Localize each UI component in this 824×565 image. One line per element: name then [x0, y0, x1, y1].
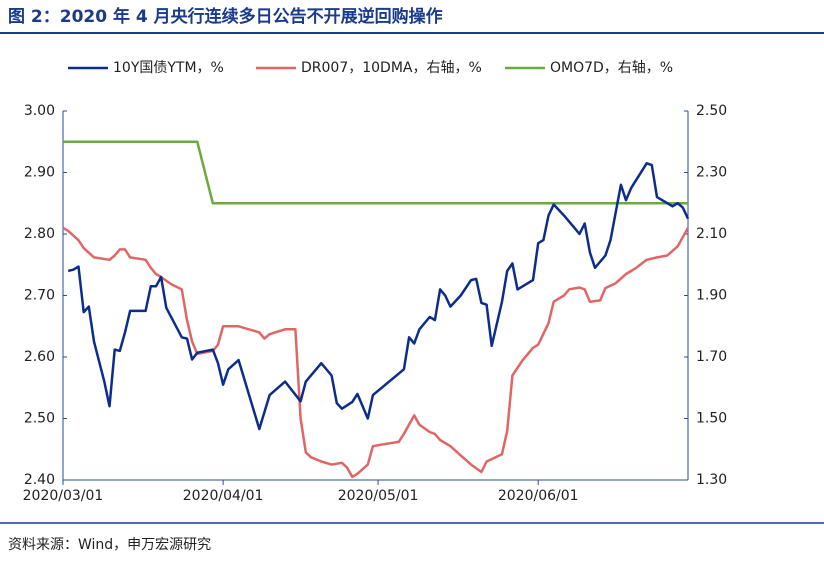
series-line [67, 162, 690, 431]
y-tick-label: 3.00 [24, 103, 55, 119]
y2-tick-label: 2.10 [696, 226, 727, 242]
chart-title: 图 2：2020 年 4 月央行连续多日公告不开展逆回购操作 [8, 6, 443, 27]
y2-tick-label: 1.50 [696, 411, 727, 427]
y-tick-label: 2.70 [24, 288, 55, 304]
y-tick-label: 2.50 [24, 411, 55, 427]
y-tick-label: 2.60 [24, 349, 55, 365]
series-line [62, 226, 690, 479]
x-tick-label: 2020/03/01 [23, 488, 104, 504]
x-tick-label: 2020/06/01 [498, 488, 579, 504]
y-tick-label: 2.40 [24, 472, 55, 488]
x-tick-label: 2020/04/01 [183, 488, 264, 504]
y2-tick-label: 1.90 [696, 288, 727, 304]
y2-tick-label: 2.50 [696, 103, 727, 119]
legend-label: DR007，10DMA，右轴，% [301, 60, 482, 76]
y-tick-label: 2.80 [24, 226, 55, 242]
x-tick-label: 2020/05/01 [338, 488, 419, 504]
y-tick-label: 2.90 [24, 165, 55, 181]
legend-label: 10Y国债YTM，% [113, 60, 224, 76]
y2-tick-label: 2.30 [696, 165, 727, 181]
legend-label: OMO7D，右轴，% [550, 60, 673, 76]
y2-tick-label: 1.70 [696, 349, 727, 365]
source-note: 资料来源：Wind，申万宏源研究 [8, 537, 211, 553]
series-line [63, 140, 688, 205]
y2-tick-label: 1.30 [696, 472, 727, 488]
